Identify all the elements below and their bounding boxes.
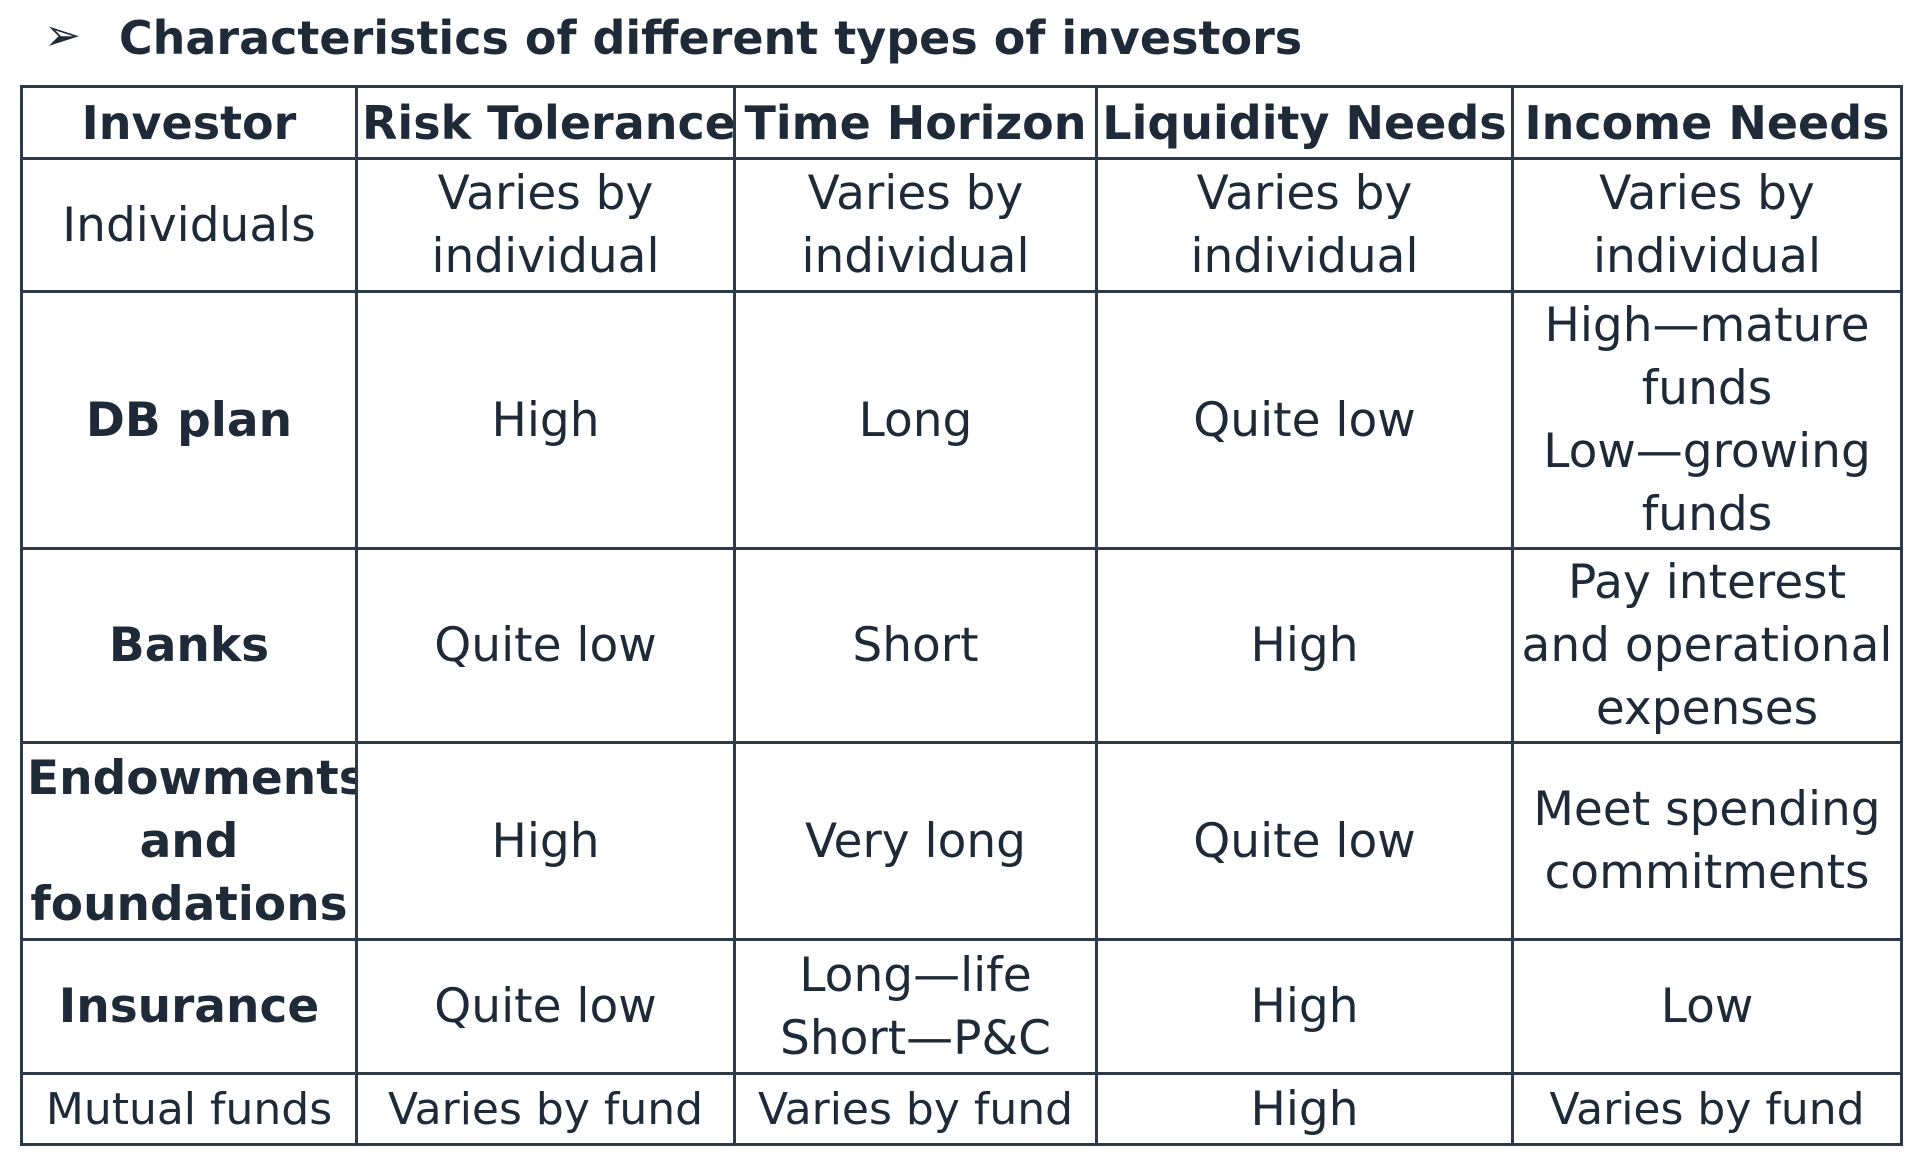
liquidity-needs-cell: High — [1095, 938, 1514, 1075]
income-needs-cell: Meet spending commitments — [1511, 741, 1903, 941]
liquidity-needs-cell: Varies by individual — [1095, 157, 1514, 293]
income-needs-cell: Low — [1511, 938, 1903, 1075]
time-horizon-cell: Very long — [733, 741, 1098, 941]
arrow-bullet-icon: ➢ — [44, 10, 81, 61]
table-row: Endowments and foundations High Very lon… — [20, 741, 1903, 941]
time-horizon-cell: Varies by individual — [733, 157, 1098, 293]
income-needs-cell: Varies by fund — [1511, 1072, 1903, 1146]
investor-cell: Endowments and foundations — [20, 741, 358, 941]
investor-cell: Insurance — [20, 938, 358, 1075]
income-needs-cell: Varies by individual — [1511, 157, 1903, 293]
risk-tolerance-cell: Quite low — [355, 547, 736, 744]
income-needs-line: High—mature funds — [1544, 298, 1870, 416]
income-needs-cell: High—mature funds Low—growing funds — [1511, 290, 1903, 550]
risk-tolerance-cell: Varies by fund — [355, 1072, 736, 1146]
income-needs-cell: Pay interest and operational expenses — [1511, 547, 1903, 744]
investor-characteristics-table: Investor Risk Tolerance Time Horizon Liq… — [20, 85, 1903, 1146]
table-header-row: Investor Risk Tolerance Time Horizon Liq… — [20, 85, 1903, 160]
liquidity-needs-cell: High — [1095, 1072, 1514, 1146]
investor-cell: DB plan — [20, 290, 358, 550]
header-risk-tolerance: Risk Tolerance — [355, 85, 736, 160]
time-horizon-cell: Varies by fund — [733, 1072, 1098, 1146]
header-time-horizon: Time Horizon — [733, 85, 1098, 160]
investor-cell: Banks — [20, 547, 358, 744]
investor-cell: Individuals — [20, 157, 358, 293]
header-investor: Investor — [20, 85, 358, 160]
table-row: DB plan High Long Quite low High—mature … — [20, 290, 1903, 550]
time-horizon-cell: Long — [733, 290, 1098, 550]
time-horizon-cell: Long—life Short—P&C — [733, 938, 1098, 1075]
slide-title: Characteristics of different types of in… — [118, 11, 1303, 65]
risk-tolerance-cell: Quite low — [355, 938, 736, 1075]
liquidity-needs-cell: Quite low — [1095, 741, 1514, 941]
time-horizon-line: Long—life — [799, 947, 1032, 1003]
slide-heading: ➢ Characteristics of different types of … — [44, 8, 1302, 68]
header-liquidity-needs: Liquidity Needs — [1095, 85, 1514, 160]
liquidity-needs-cell: Quite low — [1095, 290, 1514, 550]
header-income-needs: Income Needs — [1511, 85, 1903, 160]
time-horizon-line: Short—P&C — [780, 1010, 1051, 1066]
table-row: Insurance Quite low Long—life Short—P&C … — [20, 938, 1903, 1075]
investor-cell: Mutual funds — [20, 1072, 358, 1146]
table-row: Banks Quite low Short High Pay interest … — [20, 547, 1903, 744]
table-row: Individuals Varies by individual Varies … — [20, 157, 1903, 293]
risk-tolerance-cell: High — [355, 290, 736, 550]
time-horizon-cell: Short — [733, 547, 1098, 744]
income-needs-line: Low—growing funds — [1543, 424, 1871, 542]
risk-tolerance-cell: High — [355, 741, 736, 941]
liquidity-needs-cell: High — [1095, 547, 1514, 744]
table-row: Mutual funds Varies by fund Varies by fu… — [20, 1072, 1903, 1146]
risk-tolerance-cell: Varies by individual — [355, 157, 736, 293]
